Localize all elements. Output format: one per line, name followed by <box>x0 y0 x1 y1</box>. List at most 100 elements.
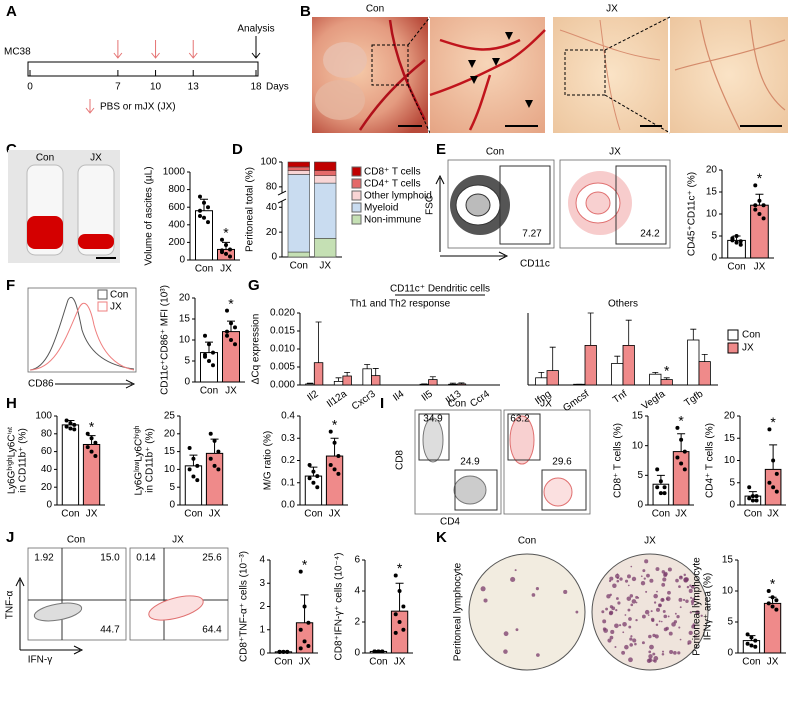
error-bar <box>458 382 465 384</box>
legend-label: Con <box>742 330 760 341</box>
tissue <box>323 42 367 78</box>
data-point <box>85 431 90 436</box>
legend-swatch <box>97 289 108 300</box>
legend-label: JX <box>742 343 754 354</box>
spot <box>655 607 661 612</box>
gate-value: 63.2 <box>510 414 530 425</box>
data-point <box>679 437 684 442</box>
spot <box>480 586 486 592</box>
gate-value: 7.27 <box>522 229 542 240</box>
x-tick-label: JX <box>329 509 341 520</box>
panel-labels: A B C D E F G H I J K <box>6 3 447 546</box>
data-point <box>332 467 337 472</box>
data-point <box>72 427 77 432</box>
spot <box>668 631 673 636</box>
bar <box>371 375 381 386</box>
dish <box>468 553 586 671</box>
data-point <box>315 485 320 490</box>
contour <box>33 602 83 622</box>
panel-label: C <box>6 141 17 158</box>
vessel <box>358 19 427 131</box>
y-tick-label: 200 <box>168 237 185 248</box>
spot <box>653 656 659 661</box>
y-tick-label: 0 <box>729 500 735 511</box>
y-axis-label: CD8⁺TNF-α⁺ cells (10⁻³) <box>239 551 250 662</box>
spot <box>616 579 620 583</box>
spot <box>631 599 637 604</box>
spot <box>662 650 665 653</box>
bar-segment <box>314 170 337 176</box>
spot <box>683 573 686 577</box>
spot <box>674 612 677 615</box>
x-tick-label: JX <box>675 509 687 520</box>
spot <box>690 584 695 589</box>
panel-label: K <box>436 529 447 546</box>
data-point <box>225 333 229 338</box>
bar <box>61 424 80 506</box>
tissue <box>315 80 365 120</box>
bar <box>305 383 315 386</box>
spot <box>602 627 607 631</box>
histogram-con <box>29 297 135 371</box>
gate-value: 24.9 <box>460 457 480 468</box>
x-tick-label: Il12a <box>325 388 349 410</box>
y-tick-label: 80 <box>41 428 53 439</box>
flow-plot <box>27 547 127 641</box>
bar <box>419 383 429 386</box>
bar <box>687 339 700 386</box>
bar <box>362 368 372 386</box>
spot <box>601 610 605 614</box>
y-tick-label: 20 <box>724 411 736 422</box>
data-point <box>195 463 200 468</box>
spot <box>660 620 663 623</box>
spot <box>650 610 653 613</box>
spot <box>607 638 612 643</box>
x-tick-label: JX <box>754 262 766 273</box>
spot <box>563 589 568 595</box>
spot <box>649 578 654 583</box>
spot <box>689 611 693 614</box>
data-point <box>774 598 779 603</box>
spot <box>649 644 654 650</box>
error-bar <box>300 594 309 623</box>
data-point <box>757 212 762 216</box>
bar <box>325 455 344 506</box>
spot <box>655 623 659 626</box>
data-point <box>202 200 206 205</box>
spot <box>645 590 648 593</box>
image-label: JX <box>90 153 102 164</box>
data-point <box>198 214 202 218</box>
data-point <box>753 644 758 649</box>
data-point <box>730 237 735 242</box>
y-tick-label: 400 <box>168 219 185 230</box>
significance-mark: * <box>664 363 670 379</box>
data-point <box>397 620 402 624</box>
spot <box>673 650 677 655</box>
y-tick-label: 0 <box>179 255 185 266</box>
k-images: Con JX Peritoneal lymphocyte <box>453 536 709 671</box>
panel-label: E <box>436 141 446 158</box>
data-point <box>229 321 233 326</box>
e-flow: Con JX 7.27 24.2 FSC CD11c <box>425 147 671 270</box>
data-point <box>767 480 772 485</box>
chart-subtitle: Th1 and Th2 response <box>350 299 451 310</box>
spot <box>630 635 633 638</box>
spot <box>648 650 652 654</box>
spot <box>483 598 488 603</box>
data-point <box>774 607 779 612</box>
ascites <box>27 216 63 249</box>
spot <box>644 609 650 615</box>
bar <box>333 380 344 386</box>
y-axis-label: ΔCq expression <box>251 314 262 385</box>
y-tick-label: 15 <box>724 433 736 444</box>
y-axis-label: CD45⁺CD11c⁺ (%) <box>687 172 698 256</box>
data-point <box>187 446 192 451</box>
data-point <box>662 491 667 496</box>
gate-value: 24.2 <box>640 229 660 240</box>
bar-segment <box>287 251 310 258</box>
error-bar <box>307 382 313 384</box>
spot <box>692 597 696 601</box>
data-point <box>771 485 776 490</box>
treatment-arrow <box>188 40 198 59</box>
